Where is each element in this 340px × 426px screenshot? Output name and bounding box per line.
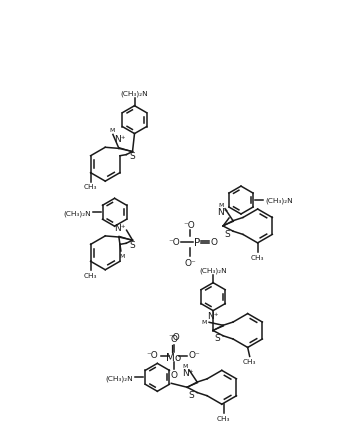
Text: ⁻O: ⁻O <box>183 220 195 229</box>
Text: CH₃: CH₃ <box>243 359 256 365</box>
Text: N⁺: N⁺ <box>182 368 193 377</box>
Text: N⁺: N⁺ <box>114 224 126 233</box>
Text: N⁺: N⁺ <box>208 311 219 320</box>
Text: M: M <box>183 363 188 368</box>
Text: (CH₃)₂N: (CH₃)₂N <box>199 267 227 273</box>
Text: S: S <box>188 390 194 399</box>
Text: S: S <box>129 240 135 249</box>
Text: ⁻O: ⁻O <box>168 333 180 342</box>
Text: S: S <box>224 229 230 238</box>
Text: CH₃: CH₃ <box>217 415 231 421</box>
Text: O: O <box>170 371 177 380</box>
Text: CH₃: CH₃ <box>84 183 97 189</box>
Text: (CH₃)₂N: (CH₃)₂N <box>63 210 91 216</box>
Text: S: S <box>129 152 135 161</box>
Text: P: P <box>194 237 200 248</box>
Text: M: M <box>109 128 115 133</box>
Text: N⁺: N⁺ <box>218 207 229 216</box>
Text: O: O <box>170 335 177 344</box>
Text: N⁺: N⁺ <box>114 135 126 144</box>
Text: (CH₃)₂N: (CH₃)₂N <box>106 374 133 381</box>
Text: (CH₃)₂N: (CH₃)₂N <box>265 197 292 204</box>
Text: O⁻: O⁻ <box>184 258 196 267</box>
Text: M: M <box>202 319 207 324</box>
Text: M: M <box>119 253 124 258</box>
Text: CH₃: CH₃ <box>84 273 97 279</box>
Text: CH₃: CH₃ <box>251 254 265 260</box>
Text: M: M <box>219 202 224 207</box>
Text: ⁻O: ⁻O <box>168 238 180 247</box>
Text: ⁻O: ⁻O <box>146 350 158 359</box>
Text: O⁻: O⁻ <box>189 350 201 359</box>
Text: Mo: Mo <box>166 353 182 363</box>
Text: O: O <box>211 238 218 247</box>
Text: (CH₃)₂N: (CH₃)₂N <box>121 90 148 97</box>
Text: S: S <box>214 334 220 343</box>
